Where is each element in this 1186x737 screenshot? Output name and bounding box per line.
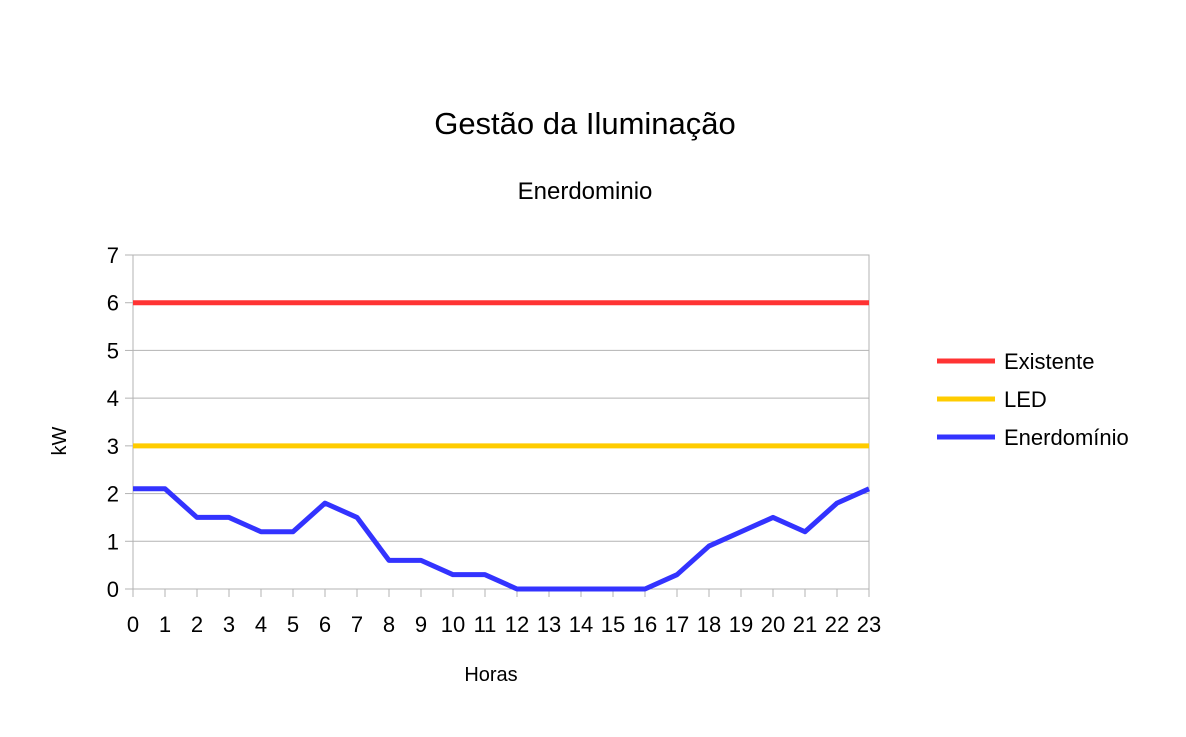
legend: Existente LED Enerdomínio bbox=[937, 349, 1129, 450]
x-tick-label: 11 bbox=[474, 612, 497, 637]
y-tick-label: 5 bbox=[107, 338, 119, 363]
x-tick-label: 8 bbox=[383, 612, 395, 637]
x-tick-label: 12 bbox=[505, 612, 529, 637]
x-tick-label: 13 bbox=[537, 612, 561, 637]
legend-label: LED bbox=[1004, 387, 1047, 412]
y-tick-label: 0 bbox=[107, 577, 119, 602]
x-tick-label: 0 bbox=[127, 612, 139, 637]
y-tick-label: 7 bbox=[107, 243, 119, 268]
chart-subtitle: Enerdominio bbox=[518, 178, 653, 205]
y-tick-label: 1 bbox=[107, 529, 119, 554]
gridlines bbox=[133, 302, 869, 542]
plot-area-border bbox=[132, 254, 870, 590]
y-axis-label: kW bbox=[49, 426, 71, 455]
y-tick-label: 4 bbox=[107, 386, 119, 411]
y-axis: 0 1 2 3 4 5 6 7 bbox=[107, 243, 133, 602]
legend-label: Existente bbox=[1004, 349, 1095, 374]
legend-label: Enerdomínio bbox=[1004, 425, 1129, 450]
x-tick-label: 17 bbox=[665, 612, 689, 637]
y-tick-label: 3 bbox=[107, 434, 119, 459]
x-tick-label: 2 bbox=[191, 612, 203, 637]
x-tick-label: 1 bbox=[159, 612, 171, 637]
x-tick-label: 15 bbox=[601, 612, 625, 637]
x-tick-label: 9 bbox=[415, 612, 427, 637]
y-tick-label: 6 bbox=[107, 291, 119, 316]
x-tick-label: 14 bbox=[569, 612, 593, 637]
x-tick-label: 10 bbox=[441, 612, 465, 637]
x-tick-label: 16 bbox=[633, 612, 657, 637]
x-tick-label: 5 bbox=[287, 612, 299, 637]
series-lines bbox=[133, 300, 871, 592]
x-axis: 0 1 2 3 4 5 6 7 8 9 10 11 12 13 14 15 16 17 18 19 20 21 22 23 bbox=[127, 589, 881, 637]
x-tick-label: 3 bbox=[223, 612, 235, 637]
x-tick-label: 4 bbox=[255, 612, 267, 637]
x-tick-label: 6 bbox=[319, 612, 331, 637]
x-tick-label: 20 bbox=[761, 612, 785, 637]
x-tick-label: 21 bbox=[793, 612, 817, 637]
x-tick-label: 7 bbox=[351, 612, 363, 637]
y-tick-label: 2 bbox=[107, 482, 119, 507]
x-tick-label: 22 bbox=[825, 612, 849, 637]
x-tick-label: 18 bbox=[697, 612, 721, 637]
x-tick-label: 19 bbox=[729, 612, 753, 637]
x-axis-label: Horas bbox=[464, 664, 517, 686]
x-tick-label: 23 bbox=[857, 612, 881, 637]
chart-title: Gestão da Iluminação bbox=[434, 106, 736, 141]
series-line-enerdom-nio bbox=[133, 486, 871, 592]
